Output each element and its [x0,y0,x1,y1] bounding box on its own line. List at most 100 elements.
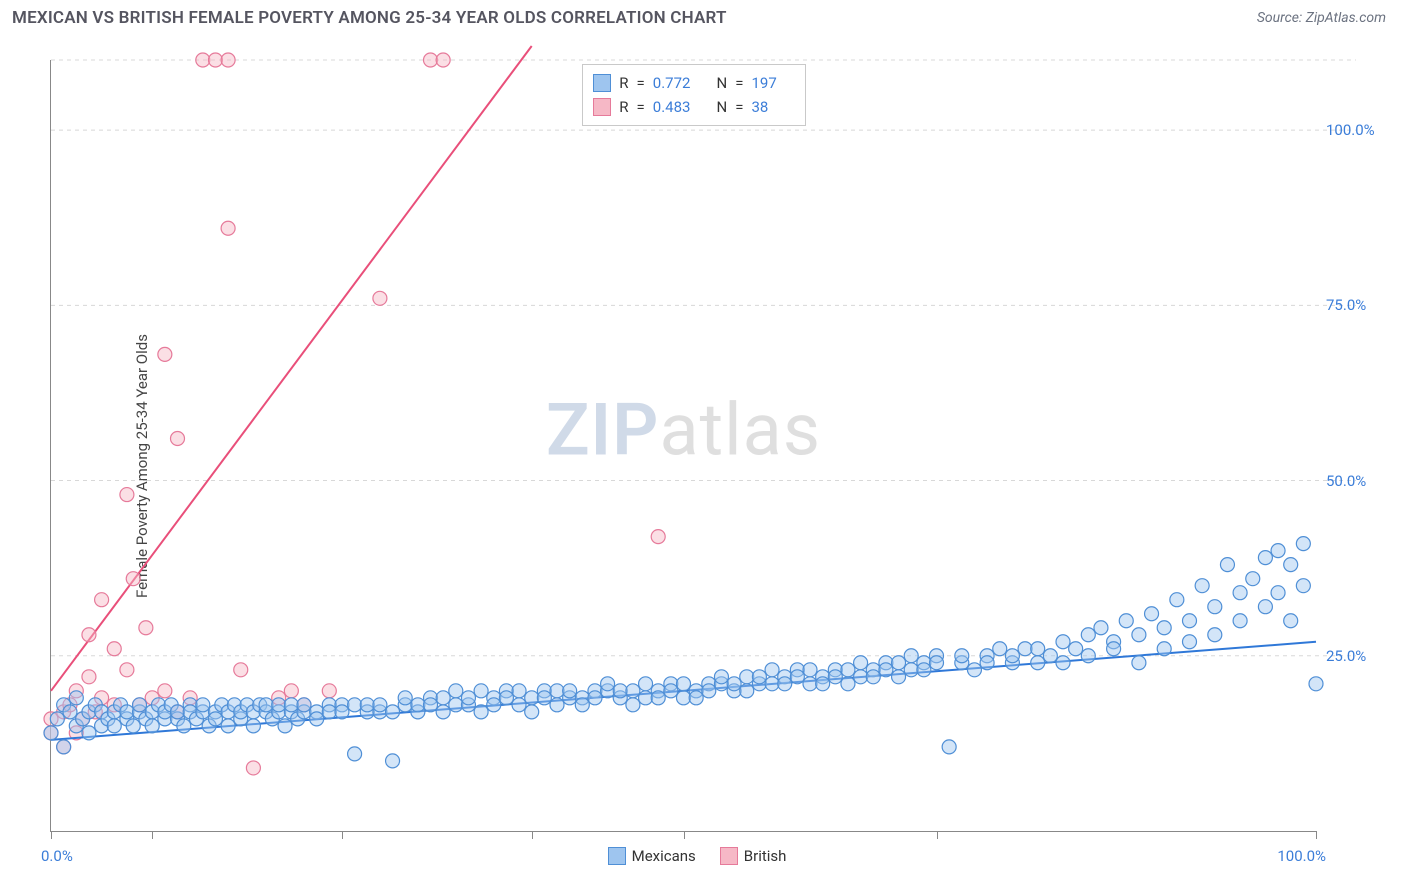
data-point [1258,551,1272,565]
data-point [1170,593,1184,607]
data-point [879,663,893,677]
data-point [790,670,804,684]
data-point [208,53,222,67]
data-point [373,291,387,305]
data-point [1081,649,1095,663]
stat-R-label: R [619,95,628,119]
data-point [234,663,248,677]
data-point [474,705,488,719]
data-point [664,684,678,698]
data-point [1081,628,1095,642]
data-point [44,726,58,740]
data-point [158,347,172,361]
equals-icon: = [735,95,743,119]
data-point [411,698,425,712]
data-point [386,754,400,768]
data-point [980,656,994,670]
legend-label-british: British [744,847,787,865]
legend-row-british: R = 0.483 N = 38 [593,95,795,119]
data-point [436,705,450,719]
data-point [930,656,944,670]
data-point [1195,579,1209,593]
data-point [145,719,159,733]
x-tick [1316,831,1317,839]
data-point [120,488,134,502]
data-point [449,684,463,698]
stat-N-mex: 197 [751,71,795,95]
data-point [221,719,235,733]
data-point [171,705,185,719]
data-point [1183,635,1197,649]
data-point [95,593,109,607]
data-point [1157,642,1171,656]
data-point [1271,544,1285,558]
x-axis-max-label: 100.0% [1277,847,1326,865]
data-point [107,642,121,656]
data-point [854,656,868,670]
data-point [1296,579,1310,593]
x-axis-min-label: 0.0% [41,847,73,865]
data-point [752,670,766,684]
data-point [360,698,374,712]
data-point [550,698,564,712]
correlation-legend: R = 0.772 N = 197 R = 0.483 N = 38 [582,64,806,126]
data-point [284,684,298,698]
data-point [1031,642,1045,656]
data-point [892,656,906,670]
swatch-mexicans [593,74,611,92]
data-point [461,691,475,705]
data-point [208,712,222,726]
y-tick-label: 25.0% [1326,647,1386,665]
data-point [803,677,817,691]
data-point [57,740,71,754]
data-point [917,663,931,677]
data-point [955,649,969,663]
data-point [1284,558,1298,572]
data-point [1258,600,1272,614]
data-point [550,684,564,698]
data-point [1183,614,1197,628]
data-point [639,677,653,691]
data-point [436,691,450,705]
legend-item-mexicans: Mexicans [608,847,696,865]
source-attribution: Source: ZipAtlas.com [1257,10,1386,26]
data-point [120,705,134,719]
stat-N-label: N [717,71,728,95]
data-point [942,740,956,754]
data-point [626,698,640,712]
data-point [63,705,77,719]
series-legend: Mexicans British [608,847,787,865]
chart-container: Female Poverty Among 25-34 Year Olds ZIP… [0,40,1406,892]
data-point [904,649,918,663]
data-point [1233,586,1247,600]
source-name: ZipAtlas.com [1306,10,1386,26]
data-point [348,698,362,712]
data-point [765,677,779,691]
data-point [1056,656,1070,670]
x-tick [684,831,685,839]
data-point [322,684,336,698]
data-point [677,691,691,705]
data-point [284,698,298,712]
data-point [82,726,96,740]
x-tick [937,831,938,839]
data-point [1069,642,1083,656]
data-point [126,572,140,586]
data-point [126,719,140,733]
data-point [1246,572,1260,586]
data-point [967,663,981,677]
data-point [866,670,880,684]
data-point [177,719,191,733]
data-point [1145,607,1159,621]
data-point [221,221,235,235]
data-point [1005,649,1019,663]
equals-icon: = [637,95,645,119]
data-point [1220,558,1234,572]
data-point [525,705,539,719]
data-point [1296,537,1310,551]
data-point [50,712,64,726]
data-point [335,705,349,719]
data-point [626,684,640,698]
legend-row-mexicans: R = 0.772 N = 197 [593,71,795,95]
x-tick [152,831,153,839]
